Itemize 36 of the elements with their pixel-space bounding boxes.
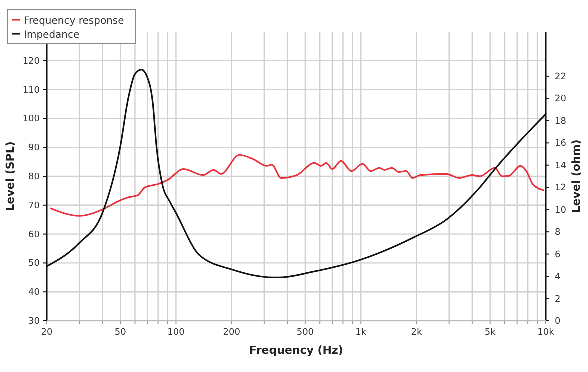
- y2-tick-label: 12: [555, 184, 566, 194]
- y2-tick-label: 10: [555, 206, 567, 216]
- y2-tick-label: 2: [555, 294, 561, 305]
- x-tick-label: 500: [296, 328, 314, 338]
- y-tick-label: 110: [22, 86, 40, 96]
- x-tick-label: 200: [223, 328, 241, 338]
- x-tick-label: 100: [168, 328, 186, 338]
- legend-label: Frequency response: [24, 16, 124, 27]
- y2-tick-label: 4: [555, 272, 561, 283]
- x-tick-label: 5k: [484, 328, 497, 338]
- y-tick-label: 80: [28, 172, 40, 182]
- y-tick-label: 30: [28, 317, 40, 327]
- y-tick-label: 70: [28, 201, 40, 212]
- y-tick-label: 120: [22, 56, 40, 67]
- x-tick-label: 50: [114, 328, 127, 338]
- y-tick-label: 90: [28, 144, 40, 154]
- y-axis-title: Level (SPL): [4, 142, 17, 212]
- y-tick-label: 40: [28, 288, 40, 298]
- x-tick-label: 10k: [538, 328, 556, 338]
- y2-tick-label: 0: [555, 317, 561, 327]
- x-axis-title: Frequency (Hz): [250, 344, 344, 357]
- y-tick-label: 50: [28, 259, 40, 270]
- x-tick-label: 20: [41, 328, 53, 338]
- y-tick-label: 100: [22, 114, 40, 125]
- y2-tick-label: 6: [555, 250, 561, 260]
- y2-tick-label: 20: [555, 94, 567, 105]
- y2-tick-label: 16: [555, 139, 567, 150]
- y2-tick-label: 14: [555, 161, 567, 172]
- legend-label: Impedance: [24, 30, 80, 41]
- y2-tick-label: 22: [555, 72, 566, 82]
- y2-tick-label: 18: [555, 116, 567, 127]
- y-tick-label: 60: [28, 230, 40, 240]
- x-tick-label: 1k: [356, 328, 368, 338]
- y2-tick-label: 8: [555, 228, 561, 238]
- x-tick-label: 2k: [411, 328, 424, 338]
- y2-axis-title: Level (ohm): [570, 140, 583, 214]
